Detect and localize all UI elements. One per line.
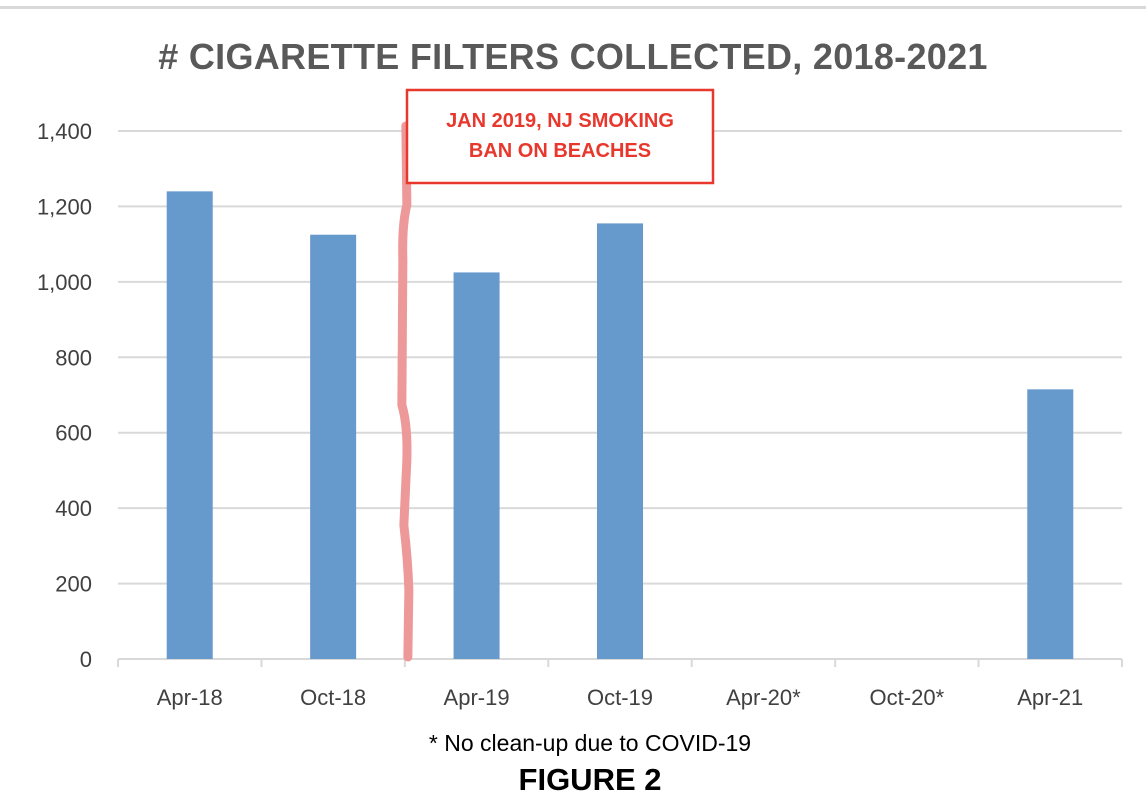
x-tick-label: Apr-21 <box>1017 685 1083 710</box>
bars <box>166 191 1074 660</box>
x-axis-tick-labels: Apr-18 Oct-18 Apr-19 Oct-19 Apr-20* Oct-20* Ap… <box>157 685 1084 710</box>
y-tick-label: 800 <box>55 345 92 370</box>
bar <box>453 272 500 659</box>
x-axis <box>117 658 1123 667</box>
bar <box>166 191 213 660</box>
annotation-text-line-2: BAN ON BEACHES <box>469 140 651 162</box>
x-tick-label: Apr-19 <box>444 685 510 710</box>
annotation-box <box>405 88 715 185</box>
y-tick-label: 200 <box>55 572 92 597</box>
x-tick-label: Apr-20* <box>726 685 801 710</box>
x-tick-label: Oct-20* <box>870 685 945 710</box>
top-divider <box>0 6 1146 9</box>
y-tick-label: 400 <box>55 496 92 521</box>
chart-title: # CIGARETTE FILTERS COLLECTED, 2018-2021 <box>158 36 988 77</box>
y-tick-label: 0 <box>80 647 92 672</box>
y-axis-tick-labels: 0 200 400 600 800 1,000 1,200 1,400 <box>37 119 92 672</box>
x-tick-label: Apr-18 <box>157 685 223 710</box>
y-tick-label: 1,400 <box>37 119 92 144</box>
y-tick-label: 1,000 <box>37 270 92 295</box>
y-tick-label: 600 <box>55 421 92 446</box>
x-tick-label: Oct-18 <box>300 685 366 710</box>
annotation-group: JAN 2019, NJ SMOKING BAN ON BEACHES <box>397 88 715 662</box>
figure-label: FIGURE 2 <box>518 762 662 797</box>
bar <box>310 234 357 659</box>
smoking-ban-marker-line <box>397 121 414 662</box>
annotation-text-line-1: JAN 2019, NJ SMOKING <box>446 110 674 132</box>
x-tick-label: Oct-19 <box>587 685 653 710</box>
bar <box>597 223 643 659</box>
footnote: * No clean-up due to COVID-19 <box>428 730 752 756</box>
bar <box>1027 389 1074 659</box>
y-tick-label: 1,200 <box>37 194 92 219</box>
